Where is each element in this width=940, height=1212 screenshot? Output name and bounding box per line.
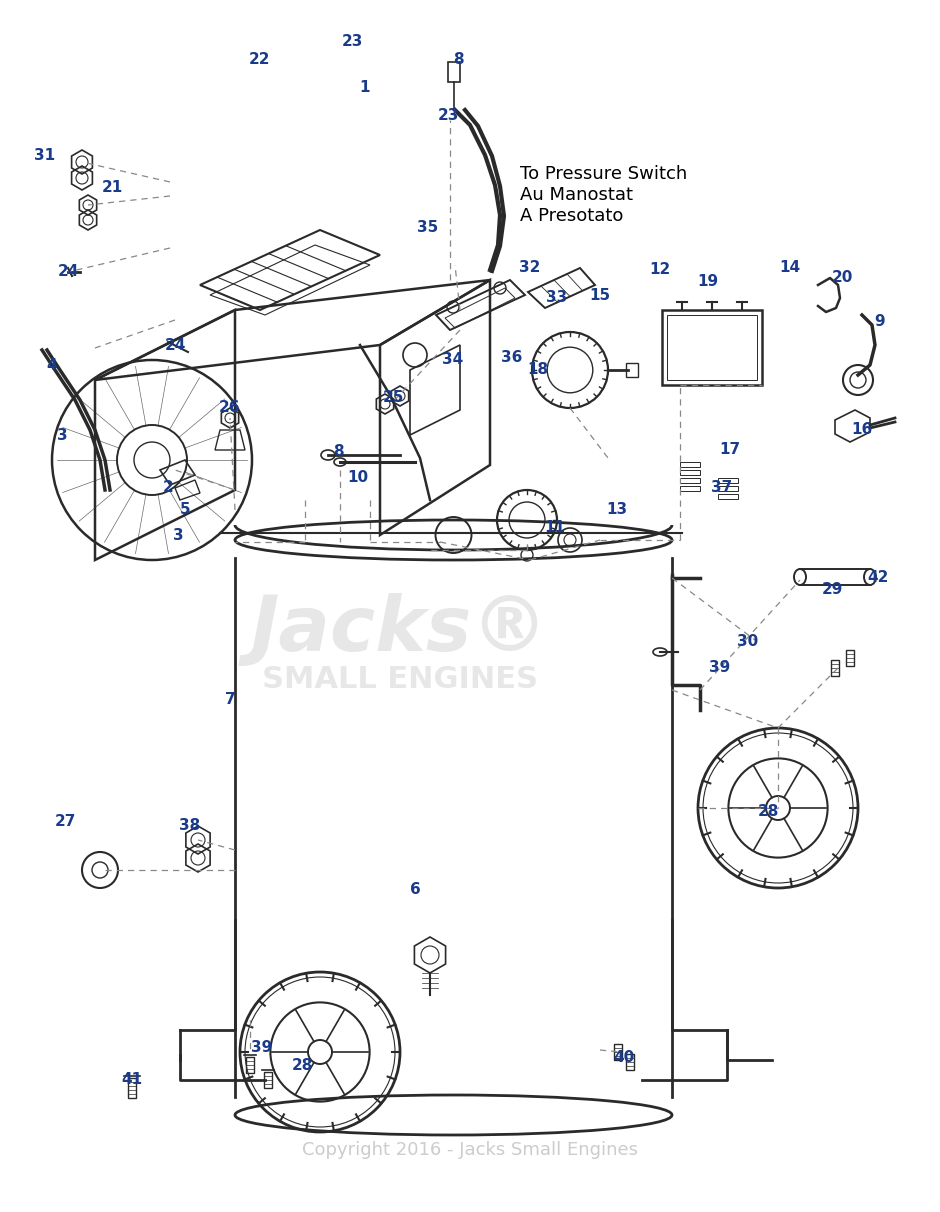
- Text: 36: 36: [501, 350, 523, 366]
- Text: 20: 20: [831, 270, 853, 286]
- Text: To Pressure Switch
Au Manostat
A Presotato: To Pressure Switch Au Manostat A Presota…: [520, 165, 687, 224]
- Text: 29: 29: [822, 583, 842, 598]
- Text: 41: 41: [121, 1073, 143, 1087]
- Text: 33: 33: [546, 291, 568, 305]
- Text: 17: 17: [719, 442, 741, 457]
- Text: 39: 39: [251, 1040, 273, 1056]
- Text: 26: 26: [219, 400, 241, 416]
- Text: 14: 14: [779, 261, 801, 275]
- Text: 3: 3: [173, 527, 183, 543]
- Text: 35: 35: [417, 221, 439, 235]
- Text: 8: 8: [453, 52, 463, 68]
- Text: 3: 3: [56, 428, 68, 442]
- Text: 15: 15: [589, 287, 611, 303]
- Text: 19: 19: [697, 274, 718, 290]
- Text: 25: 25: [383, 390, 403, 406]
- Text: 40: 40: [614, 1051, 635, 1065]
- Text: 5: 5: [180, 503, 190, 518]
- Text: 31: 31: [35, 148, 55, 162]
- Text: 6: 6: [410, 882, 420, 898]
- Text: 38: 38: [180, 818, 200, 833]
- Text: 18: 18: [527, 362, 549, 377]
- Text: 42: 42: [868, 571, 888, 585]
- Text: 12: 12: [650, 263, 670, 278]
- Text: 13: 13: [606, 503, 628, 518]
- Text: 10: 10: [348, 470, 368, 486]
- Text: Copyright 2016 - Jacks Small Engines: Copyright 2016 - Jacks Small Engines: [302, 1140, 638, 1159]
- Text: 7: 7: [225, 692, 235, 708]
- Text: 11: 11: [544, 520, 566, 536]
- Text: 8: 8: [333, 445, 343, 459]
- Text: 32: 32: [519, 261, 540, 275]
- Text: 9: 9: [875, 314, 885, 330]
- Text: 28: 28: [758, 805, 778, 819]
- Text: 24: 24: [164, 337, 186, 353]
- Text: 27: 27: [55, 814, 76, 829]
- Text: 4: 4: [47, 358, 57, 372]
- Text: 16: 16: [852, 423, 872, 438]
- Text: 37: 37: [712, 480, 732, 496]
- Text: 34: 34: [443, 353, 463, 367]
- Text: 28: 28: [291, 1058, 313, 1073]
- Text: 24: 24: [57, 264, 79, 280]
- Text: 23: 23: [341, 34, 363, 50]
- Text: 30: 30: [737, 635, 759, 650]
- Text: 22: 22: [249, 52, 271, 68]
- Text: 21: 21: [102, 181, 122, 195]
- Text: 2: 2: [163, 480, 173, 496]
- Text: 1: 1: [360, 80, 370, 96]
- Text: Jacks®: Jacks®: [251, 593, 549, 667]
- Text: 39: 39: [710, 661, 730, 675]
- Text: SMALL ENGINES: SMALL ENGINES: [262, 665, 538, 694]
- Text: 23: 23: [437, 108, 459, 122]
